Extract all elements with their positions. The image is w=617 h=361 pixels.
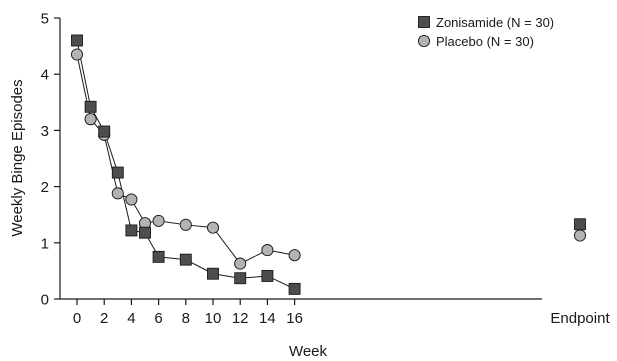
data-point-zonisamide bbox=[84, 100, 97, 113]
legend-marker-placebo bbox=[417, 34, 431, 48]
data-point-placebo bbox=[234, 257, 247, 270]
data-point-zonisamide bbox=[71, 34, 83, 47]
x-tick-label: 12 bbox=[232, 310, 249, 327]
legend-marker-zonisamide bbox=[418, 16, 430, 28]
x-tick-label: 16 bbox=[286, 310, 303, 327]
endpoint-point-placebo bbox=[573, 229, 587, 242]
y-tick-label: 5 bbox=[41, 11, 49, 28]
y-tick-label: 1 bbox=[41, 235, 49, 252]
x-ticks: 0 2 4 6 8 10 12 14 16 Endpoint bbox=[73, 299, 610, 327]
data-point-zonisamide bbox=[98, 125, 111, 138]
legend-label-placebo: Placebo (N = 30) bbox=[436, 34, 534, 49]
data-point-placebo bbox=[152, 214, 165, 227]
y-tick-label: 4 bbox=[41, 67, 49, 84]
y-ticks: 0 1 2 3 4 5 bbox=[41, 11, 60, 309]
data-point-placebo bbox=[111, 187, 124, 200]
x-tick-label: 14 bbox=[259, 310, 276, 327]
data-point-zonisamide bbox=[125, 224, 138, 237]
data-point-zonisamide bbox=[152, 250, 165, 263]
y-tick-label: 2 bbox=[41, 179, 49, 196]
x-tick-label: 8 bbox=[182, 310, 190, 327]
data-point-placebo bbox=[84, 113, 97, 126]
y-tick-label: 3 bbox=[41, 123, 49, 140]
series-layer bbox=[70, 34, 587, 295]
x-tick-label: 4 bbox=[127, 310, 135, 327]
data-point-placebo bbox=[179, 218, 192, 231]
data-point-placebo bbox=[261, 244, 274, 257]
x-tick-label: 2 bbox=[100, 310, 108, 327]
x-tick-label: 10 bbox=[205, 310, 222, 327]
data-point-zonisamide bbox=[207, 267, 219, 280]
data-point-zonisamide bbox=[234, 272, 247, 285]
data-point-zonisamide bbox=[139, 226, 151, 239]
data-point-placebo bbox=[125, 193, 138, 206]
data-point-placebo bbox=[288, 249, 301, 262]
series-line-placebo bbox=[76, 54, 295, 265]
x-tick-label: 6 bbox=[154, 310, 162, 327]
data-point-zonisamide bbox=[261, 270, 274, 282]
y-tick-label: 0 bbox=[41, 292, 49, 309]
data-point-zonisamide bbox=[179, 253, 192, 266]
legend: Zonisamide (N = 30) Placebo (N = 30) bbox=[417, 15, 554, 49]
data-point-zonisamide bbox=[288, 282, 301, 295]
x-tick-label-endpoint: Endpoint bbox=[550, 310, 610, 327]
data-point-placebo bbox=[70, 48, 84, 61]
x-axis-title: Week bbox=[289, 343, 328, 360]
data-point-placebo bbox=[206, 221, 220, 234]
axes bbox=[59, 18, 542, 300]
endpoint-point-zonisamide bbox=[574, 218, 586, 231]
y-axis-title: Weekly Binge Episodes bbox=[9, 79, 26, 236]
x-tick-label: 0 bbox=[73, 310, 81, 327]
legend-label-zonisamide: Zonisamide (N = 30) bbox=[436, 15, 554, 30]
data-point-zonisamide bbox=[111, 166, 124, 179]
